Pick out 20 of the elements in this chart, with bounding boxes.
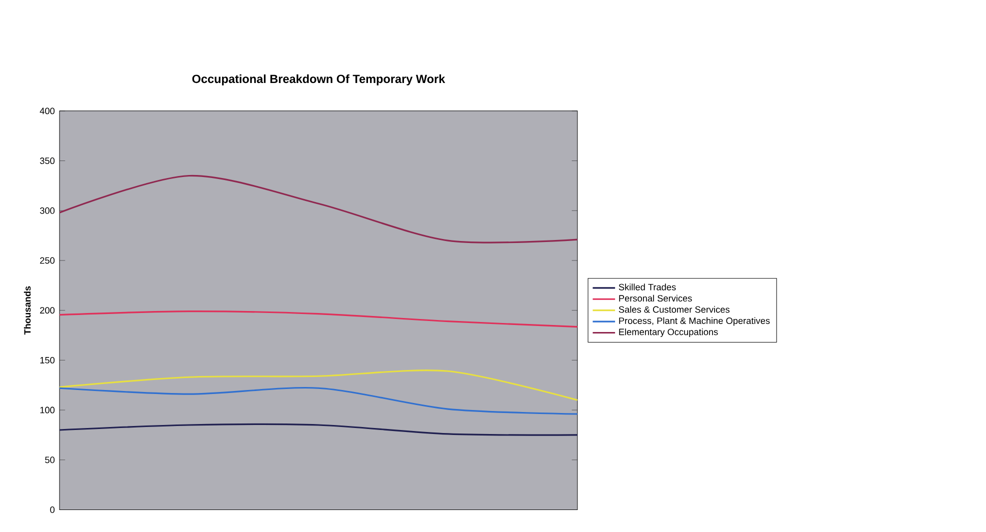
y-tick-label: 350 xyxy=(40,158,55,164)
line-series xyxy=(60,386,578,415)
legend-label: Skilled Trades xyxy=(618,284,676,290)
legend-label: Elementary Occupations xyxy=(619,328,718,337)
legend-label: Process, Plant & Machine Operatives xyxy=(619,317,770,326)
line-series xyxy=(60,310,578,328)
chart-title: Occupational Breakdown Of Temporary Work xyxy=(192,74,446,86)
y-tick-label: 300 xyxy=(40,207,55,214)
y-tick-label: 400 xyxy=(40,108,55,114)
y-tick-label: 100 xyxy=(40,406,55,414)
legend-label: Sales & Customer Services xyxy=(618,306,730,313)
legend-label: Personal Services xyxy=(619,294,692,302)
y-tick-label: 200 xyxy=(40,307,55,314)
line-series xyxy=(60,423,578,436)
line-series xyxy=(60,370,578,401)
y-tick-label: 0 xyxy=(50,506,55,513)
y-axis-title: Thousands xyxy=(24,286,31,335)
y-tick-label: 250 xyxy=(40,257,55,264)
y-tick-label: 50 xyxy=(45,456,55,464)
y-tick-label: 150 xyxy=(40,356,55,364)
